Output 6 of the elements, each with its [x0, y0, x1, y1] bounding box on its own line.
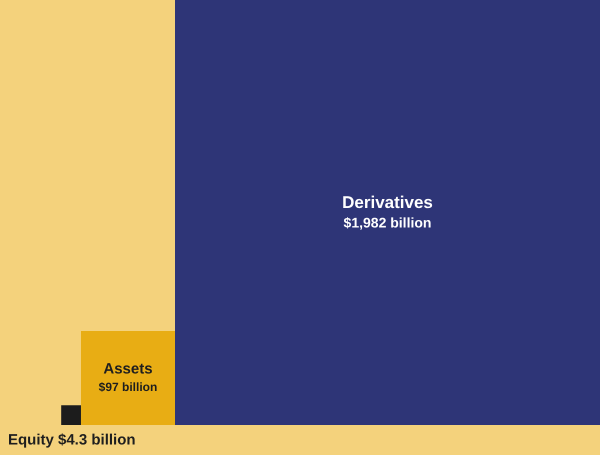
data-label: $97 billion	[98, 380, 158, 394]
category-label: Equity	[8, 432, 54, 448]
category-label: Assets	[103, 360, 153, 378]
category-label: Derivatives	[342, 192, 433, 212]
data-label: $4.3 billion	[58, 432, 136, 448]
data-label: $1,982 billion	[344, 214, 432, 231]
